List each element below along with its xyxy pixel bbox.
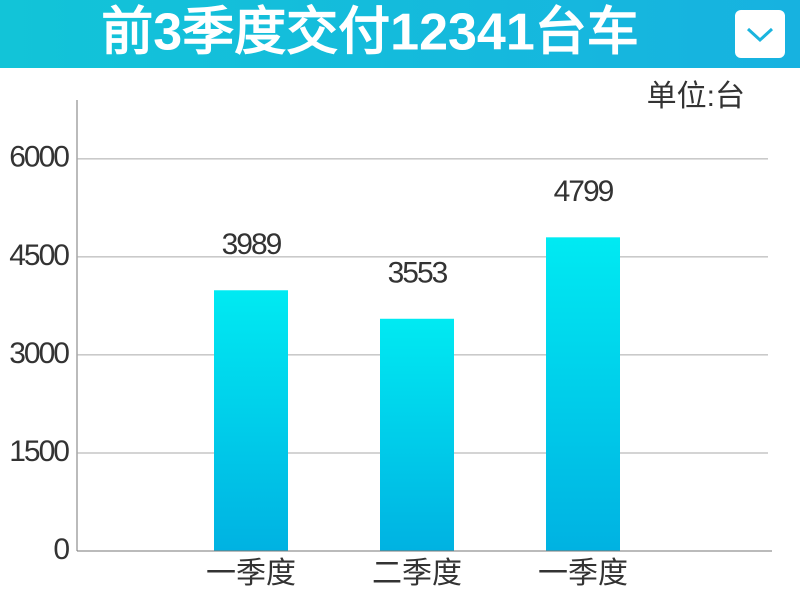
bar bbox=[214, 290, 288, 551]
dropdown-box[interactable] bbox=[735, 10, 785, 58]
y-tick-label: 4500 bbox=[9, 239, 69, 272]
x-tick-label: 二季度 bbox=[372, 557, 462, 590]
value-label: 4799 bbox=[554, 175, 614, 208]
unit-label: 单位:台 bbox=[647, 80, 745, 113]
x-tick-label: 一季度 bbox=[206, 557, 296, 590]
y-tick-label: 0 bbox=[53, 533, 69, 566]
chart-title: 前3季度交付12341台车 bbox=[101, 4, 639, 62]
value-label: 3553 bbox=[388, 257, 448, 290]
bar bbox=[546, 237, 620, 551]
x-tick-label: 一季度 bbox=[538, 557, 628, 590]
y-tick-label: 6000 bbox=[9, 141, 69, 174]
bar bbox=[380, 318, 454, 551]
header-bar bbox=[0, 0, 800, 68]
value-label: 3989 bbox=[222, 228, 282, 261]
y-tick-label: 3000 bbox=[9, 337, 69, 370]
y-tick-label: 1500 bbox=[9, 435, 69, 468]
dropdown-chevron[interactable] bbox=[746, 27, 774, 43]
dropdown-button[interactable] bbox=[735, 10, 785, 58]
